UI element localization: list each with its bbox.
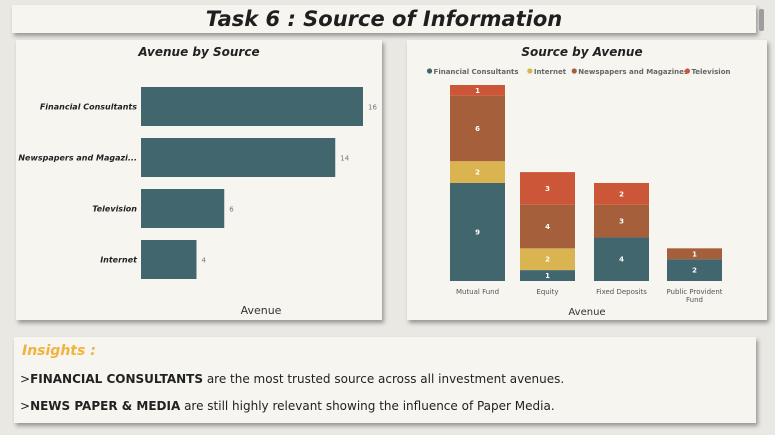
insight-prefix: > [20, 372, 31, 386]
bar-segment [450, 85, 505, 96]
category-label: Financial Consultants [40, 103, 137, 112]
bar-segment [667, 248, 722, 260]
bar-segment [520, 204, 575, 249]
x-axis-title: Avenue [568, 307, 605, 318]
legend-label: Internet [534, 68, 567, 76]
data-label: 9 [475, 229, 480, 237]
data-label: 1 [545, 272, 550, 280]
chart-title: Avenue by Source [137, 45, 259, 59]
legend-marker [426, 68, 433, 74]
avenue-by-source-panel: Avenue by Source Financial Consultants 16 N… [16, 40, 382, 320]
data-label: 2 [692, 267, 697, 275]
value-label: 16 [368, 104, 377, 112]
data-label: 2 [475, 169, 480, 177]
legend-label: Financial Consultants [434, 68, 519, 76]
insight-prefix: > [20, 399, 31, 413]
insights-panel: Insights : >FINANCIAL CONSULTANTS are th… [14, 337, 756, 423]
bar [141, 138, 336, 177]
insight-text: are the most trusted source across all i… [203, 372, 565, 386]
legend-label: Television [691, 68, 730, 76]
data-label: 1 [692, 250, 697, 258]
x-tick-label: Fund [686, 296, 703, 304]
insights-title: Insights : [22, 343, 96, 359]
value-label: 6 [229, 206, 234, 214]
insight-text: are still highly relevant showing the in… [180, 399, 555, 413]
bar-segment [594, 237, 649, 281]
bar [141, 240, 197, 279]
insight-highlight: FINANCIAL CONSULTANTS [30, 372, 203, 386]
bar-segment [450, 161, 505, 183]
page-title: Task 6 : Source of Information [205, 7, 563, 31]
bar [141, 87, 363, 126]
legend-marker [527, 68, 533, 74]
insight-line-1: >FINANCIAL CONSULTANTS are the most trus… [20, 372, 564, 386]
data-label: 2 [545, 256, 550, 264]
avenue-by-source-chart: Avenue by Source Financial Consultants 16 N… [18, 45, 377, 317]
category-label: Television [92, 205, 137, 214]
value-label: 14 [340, 155, 349, 163]
bar-segment [594, 204, 649, 238]
bar-segment [667, 259, 722, 281]
legend-marker [571, 68, 577, 74]
x-axis-title: Avenue [241, 304, 282, 317]
legend-label: Newspapers and Magazines [578, 68, 688, 76]
source-by-avenue-panel: Source by Avenue Financial Consultants Int… [407, 40, 767, 320]
category-label: Internet [100, 256, 138, 265]
insight-line-2: >NEWS PAPER & MEDIA are still highly rel… [20, 399, 555, 413]
source-by-avenue-chart: Source by Avenue Financial Consultants Int… [426, 45, 731, 318]
scrollbar-thumb[interactable] [759, 9, 764, 31]
title-bar: Task 6 : Source of Information [12, 5, 764, 33]
bar-segment [594, 183, 649, 205]
data-label: 4 [619, 256, 624, 264]
data-label: 6 [475, 125, 480, 133]
category-label: Newspapers and Magazi... [18, 154, 137, 163]
x-tick-label: Mutual Fund [456, 288, 499, 296]
data-label: 1 [475, 87, 480, 95]
value-label: 4 [202, 257, 207, 265]
bar [141, 189, 225, 228]
x-tick-label: Equity [536, 288, 558, 296]
data-label: 2 [619, 190, 624, 198]
legend-marker [684, 68, 691, 74]
x-tick-label: Public Provident [666, 288, 722, 296]
bar-segment [450, 95, 505, 162]
bar-segment [520, 248, 575, 271]
bar-segment [520, 172, 575, 205]
data-label: 3 [619, 218, 624, 226]
bar-segment [520, 270, 575, 281]
x-tick-label: Fixed Deposits [596, 288, 647, 296]
chart-title: Source by Avenue [521, 45, 642, 59]
bar-segment [450, 183, 505, 281]
data-label: 3 [545, 185, 550, 193]
insight-highlight: NEWS PAPER & MEDIA [30, 399, 181, 413]
data-label: 4 [545, 223, 550, 231]
